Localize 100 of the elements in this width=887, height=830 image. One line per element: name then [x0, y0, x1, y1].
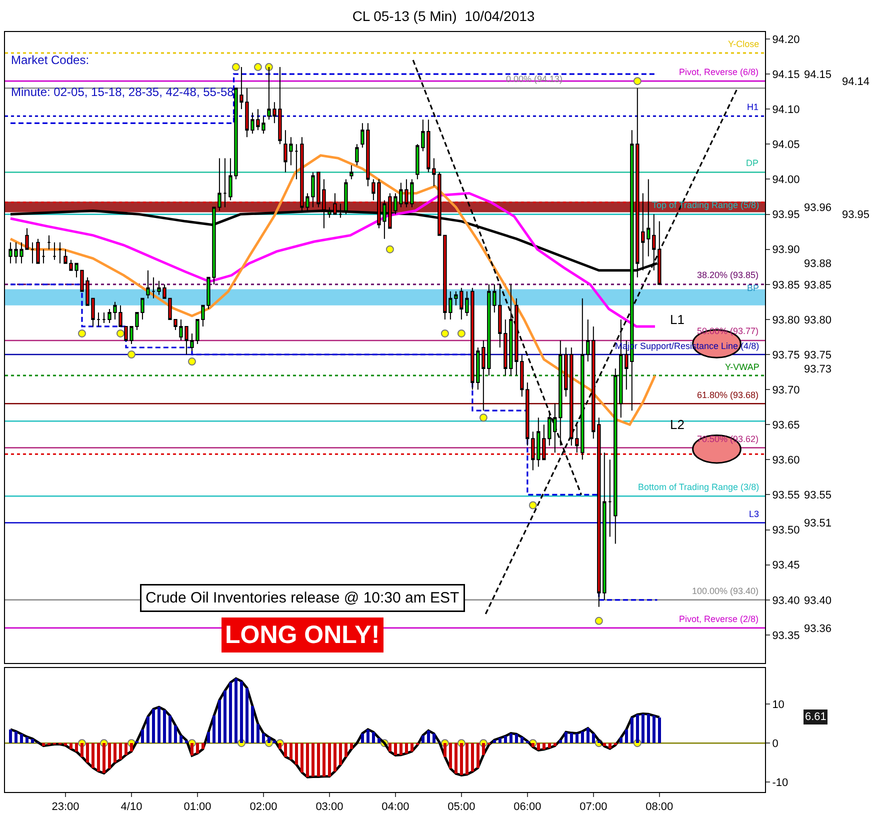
- y2-tick-label: 93.55: [804, 490, 832, 502]
- bar: [504, 736, 507, 744]
- candlestick: [52, 242, 56, 260]
- point: [633, 77, 642, 86]
- bar: [520, 737, 524, 744]
- y2-tick-label: 93.40: [804, 594, 832, 607]
- bar: [268, 737, 270, 744]
- bar: [454, 743, 458, 774]
- bar: [119, 743, 122, 760]
- bar: [141, 729, 144, 744]
- bar: [471, 743, 474, 772]
- bar: [554, 743, 556, 746]
- x-tick-label: 07:00: [580, 801, 608, 814]
- y2-tick-label: 93.96: [804, 202, 832, 214]
- bar: [185, 740, 188, 744]
- bar: [625, 729, 628, 744]
- bar: [108, 743, 111, 769]
- y-tick-label: 94.10: [772, 104, 800, 116]
- bar: [31, 738, 34, 744]
- bar: [652, 716, 656, 744]
- bar: [570, 732, 573, 744]
- bar: [251, 706, 254, 744]
- candlestick: [58, 242, 62, 264]
- ref-line-label: 61.80% (93.68): [697, 390, 759, 400]
- x-tick-label: 23:00: [52, 801, 80, 814]
- y-tick-label: 93.50: [772, 524, 800, 537]
- bar: [218, 700, 221, 744]
- bar: [449, 743, 452, 769]
- y2-tick-label: 93.85: [804, 279, 832, 292]
- y2-tick-label: 93.51: [804, 518, 832, 530]
- bar: [576, 733, 578, 744]
- y2-tick-label: 93.73: [804, 363, 832, 376]
- bar: [466, 743, 468, 774]
- chart-title: CL 05-13 (5 Min) 10/04/2013: [352, 8, 535, 24]
- y2-tick-label: 93.36: [804, 622, 832, 635]
- bar: [190, 743, 194, 756]
- bar: [174, 726, 177, 744]
- bar: [168, 716, 172, 744]
- ref-line-label: H1: [747, 102, 759, 112]
- candlestick: [152, 276, 156, 299]
- bar: [334, 743, 336, 772]
- annotation: L2: [670, 417, 684, 432]
- bar: [603, 743, 606, 746]
- bar: [498, 738, 502, 744]
- bar: [180, 735, 182, 744]
- y-tick-label: 93.80: [772, 314, 800, 326]
- point: [457, 329, 466, 338]
- ref-line-label: Pivot, Reverse (2/8): [679, 614, 759, 624]
- bar: [163, 710, 166, 744]
- point: [479, 414, 488, 422]
- x-tick-label: 05:00: [448, 801, 476, 814]
- point: [528, 501, 537, 510]
- bar: [20, 734, 23, 744]
- annotation: Minute: 02-05, 15-18, 28-35, 42-48, 55-58: [11, 85, 234, 99]
- y-tick-label: 94.15: [772, 68, 800, 81]
- bar: [224, 690, 226, 744]
- y-tick-label: 93.55: [772, 490, 800, 502]
- bar: [229, 682, 232, 744]
- bar: [124, 743, 128, 755]
- bar: [70, 743, 72, 749]
- point: [254, 63, 262, 72]
- bar: [515, 734, 518, 744]
- bar: [422, 735, 424, 744]
- bar: [102, 743, 106, 774]
- bar: [317, 743, 320, 777]
- point: [116, 329, 124, 338]
- bar: [432, 734, 436, 744]
- bar: [410, 743, 414, 752]
- bar: [306, 743, 309, 778]
- annotation: Crude Oil Inventories release @ 10:30 am EST: [146, 590, 460, 606]
- candlestick: [355, 144, 359, 166]
- bar: [322, 743, 326, 776]
- bar: [372, 732, 375, 744]
- y-tick-label: 93.60: [772, 454, 800, 467]
- x-tick-label: 03:00: [316, 801, 344, 814]
- bar: [460, 743, 463, 776]
- bar: [240, 681, 243, 744]
- x-tick-label: 02:00: [250, 801, 278, 814]
- y-tick-label: 93.75: [772, 349, 800, 362]
- bar: [300, 743, 304, 772]
- ref-line-label: Y-VWAP: [725, 362, 760, 372]
- ref-line-label: DP: [746, 158, 759, 168]
- ref-line-label: 38.20% (93.85): [697, 270, 759, 280]
- x-tick-label: 04:00: [382, 801, 410, 814]
- bar: [158, 707, 160, 744]
- bar: [80, 743, 84, 757]
- bar: [559, 740, 562, 744]
- y-tick-label: 93.65: [772, 419, 800, 432]
- bar: [212, 716, 216, 744]
- bar: [26, 736, 28, 744]
- bar: [427, 730, 430, 744]
- bar: [542, 743, 546, 750]
- y-tick-label: -10: [772, 777, 788, 790]
- y-tick-label: 94.05: [772, 139, 800, 152]
- y-tick-label: 93.35: [772, 630, 800, 642]
- candlestick: [42, 248, 46, 264]
- bar: [328, 743, 331, 776]
- y-tick-label: 0: [772, 738, 778, 750]
- y-tick-label: 93.90: [772, 244, 800, 256]
- bar: [608, 743, 612, 749]
